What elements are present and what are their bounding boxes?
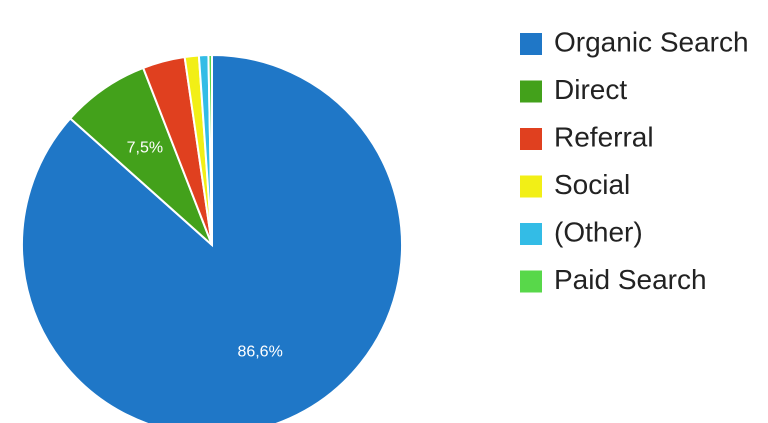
pie-slice-organic-search	[21, 53, 403, 423]
legend-label-social: Social	[554, 169, 630, 200]
legend-swatch-referral	[520, 128, 542, 150]
pie-slice-labels: 86,6% 7,5%	[127, 139, 283, 360]
pie-slices	[21, 53, 403, 423]
legend-label-organic-search: Organic Search	[554, 26, 749, 57]
legend-label-referral: Referral	[554, 121, 654, 152]
legend-swatch-social	[520, 175, 542, 198]
pie-slice-paid-search	[207, 53, 213, 246]
legend-label-direct: Direct	[554, 74, 627, 105]
legend-swatch-paid-search	[520, 270, 542, 293]
legend: Organic Search Direct Referral Social (Other…	[520, 26, 749, 295]
legend-swatch-other	[520, 223, 542, 245]
legend-label-paid-search: Paid Search	[554, 264, 707, 295]
legend-swatch-organic-search	[520, 33, 542, 55]
legend-label-other: (Other)	[554, 216, 643, 247]
slice-label-direct: 7,5%	[127, 139, 163, 156]
slice-label-organic-search: 86,6%	[237, 344, 282, 361]
legend-swatch-direct	[520, 80, 542, 103]
